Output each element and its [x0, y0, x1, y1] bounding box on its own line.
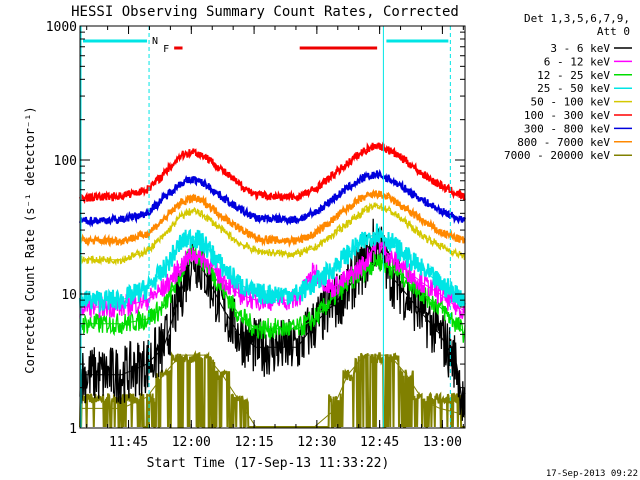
y-axis-label: Corrected Count Rate (s⁻¹ detector⁻¹) — [23, 106, 37, 373]
series-trace — [79, 223, 466, 314]
legend-label: 800 - 7000 keV — [517, 136, 610, 149]
y-tick-label: 1000 — [46, 20, 77, 35]
series-6 — [79, 168, 466, 228]
legend-label: 6 - 12 keV — [544, 55, 611, 68]
x-tick-label: 11:45 — [109, 435, 148, 450]
series-trace — [79, 201, 466, 267]
legend-label: 7000 - 20000 keV — [504, 149, 610, 162]
series-5 — [79, 141, 466, 205]
legend-label: 100 - 300 keV — [524, 109, 610, 122]
series-trace — [79, 188, 466, 249]
timestamp-label: 17-Sep-2013 09:22 — [546, 469, 638, 479]
legend-header: Att 0 — [597, 25, 630, 38]
legend-label: 50 - 100 keV — [531, 96, 611, 109]
legend-label: 12 - 25 keV — [537, 69, 610, 82]
series-7 — [79, 188, 466, 249]
x-axis-label: Start Time (17-Sep-13 11:33:22) — [147, 456, 390, 471]
series-0 — [79, 218, 466, 421]
y-tick-label: 100 — [54, 154, 77, 169]
series-trace — [79, 141, 466, 205]
chart-title: HESSI Observing Summary Count Rates, Cor… — [71, 4, 459, 20]
legend-label: 3 - 6 keV — [550, 42, 610, 55]
tick-layer: 11:45 12:00 12:15 12:30 12:45 13:00 1 10 100 1000 — [46, 20, 465, 450]
y-tick-label: 10 — [61, 288, 77, 303]
plot-frame — [79, 25, 466, 429]
legend-label: 25 - 50 keV — [537, 82, 610, 95]
y-tick-label: 1 — [69, 422, 77, 437]
series-trace — [79, 245, 466, 343]
x-tick-label: 12:15 — [235, 435, 274, 450]
series-trace — [79, 168, 466, 228]
series-trace — [79, 218, 466, 421]
legend-label: 300 - 800 keV — [524, 122, 610, 135]
series-trace — [79, 350, 465, 428]
x-tick-label: 12:00 — [172, 435, 211, 450]
flag-f-label: F — [163, 44, 169, 55]
x-tick-label: 12:45 — [360, 435, 399, 450]
annotation-layer: NF — [80, 26, 451, 428]
flag-n-label: N — [152, 36, 158, 47]
series-3 — [79, 223, 466, 314]
series-4 — [79, 201, 466, 267]
x-tick-label: 13:00 — [423, 435, 462, 450]
x-tick-label: 12:30 — [297, 435, 336, 450]
legend-header: Det 1,3,5,6,7,9, — [524, 12, 630, 25]
series-8 — [79, 350, 466, 428]
series-layer — [79, 141, 466, 428]
